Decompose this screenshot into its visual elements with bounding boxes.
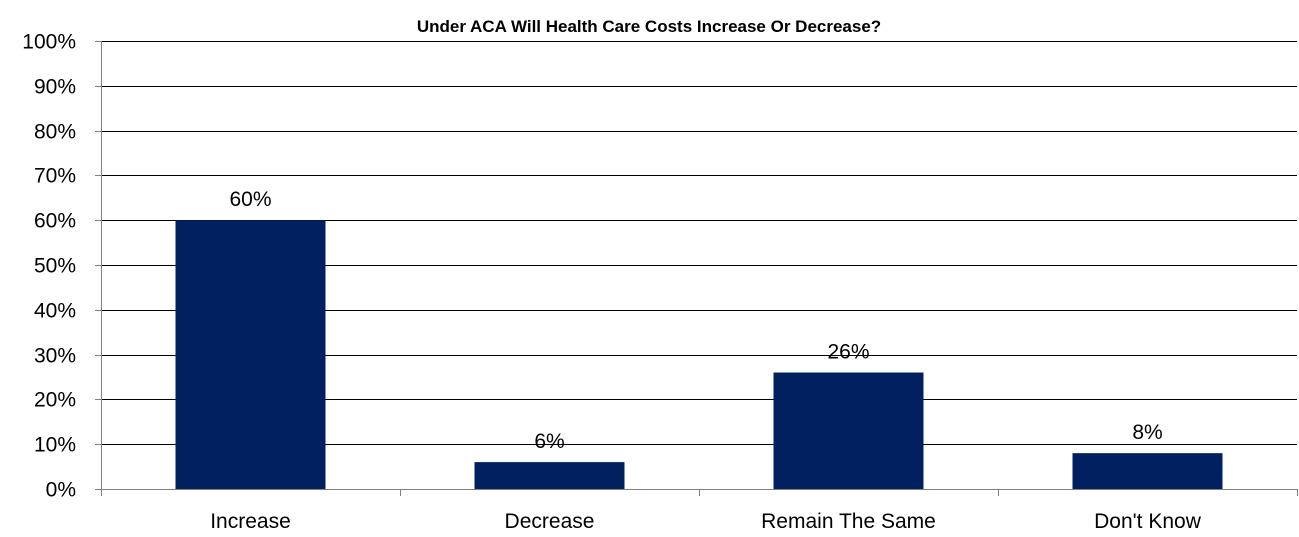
data-label: 26% (827, 341, 869, 364)
y-tick-label: 70% (34, 165, 76, 188)
x-category-label: Decrease (505, 510, 595, 533)
y-tick-label: 40% (34, 300, 76, 323)
y-tick-label: 100% (22, 31, 76, 54)
y-tick-label: 20% (34, 389, 76, 412)
x-category-label: Increase (210, 510, 291, 533)
y-tick-label: 80% (34, 121, 76, 144)
y-tick-label: 10% (34, 434, 76, 457)
y-axis-tick-labels: 0% 10% 20% 30% 40% 50% 60% 70% 80% 90% 100% (22, 31, 76, 502)
x-category-label: Don't Know (1094, 510, 1202, 533)
x-category-label: Remain The Same (761, 510, 936, 533)
data-label: 8% (1132, 421, 1162, 444)
y-tick-label: 60% (34, 210, 76, 233)
data-label: 6% (534, 430, 564, 453)
chart-title: Under ACA Will Health Care Costs Increas… (417, 17, 881, 36)
y-tick-label: 90% (34, 76, 76, 99)
y-tick-label: 50% (34, 255, 76, 278)
data-labels: 60% 6% 26% 8% (229, 188, 1162, 453)
bar-3 (1072, 453, 1223, 489)
bar-1 (474, 462, 625, 489)
bar-2 (773, 372, 924, 489)
x-axis (101, 41, 1298, 496)
y-tick-label: 0% (46, 479, 76, 502)
data-label: 60% (229, 188, 271, 211)
y-tick-label: 30% (34, 345, 76, 368)
x-axis-category-labels: Increase Decrease Remain The Same Don't Kno… (210, 510, 1201, 533)
bars (175, 220, 1223, 489)
bar-0 (175, 220, 326, 489)
